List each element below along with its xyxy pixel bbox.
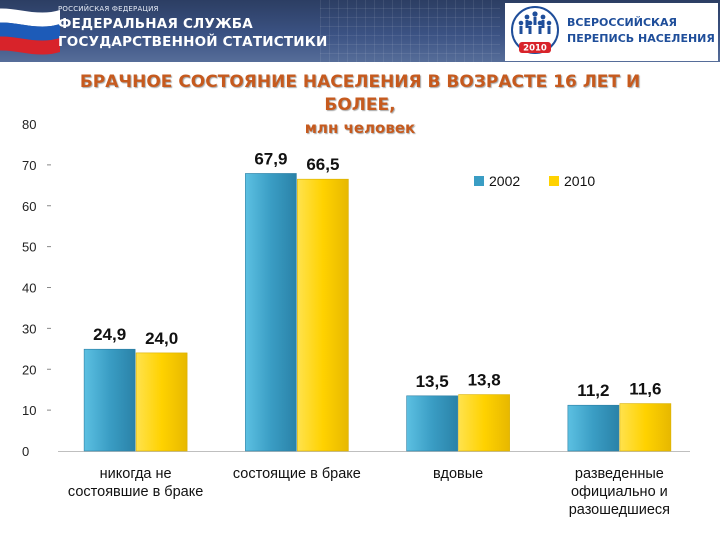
category-label: никогда не	[100, 466, 172, 482]
census-people-logo-icon: 2010	[511, 6, 559, 54]
y-tick-label: 80	[22, 117, 36, 132]
data-label: 66,5	[306, 155, 339, 174]
bar-2002-3	[567, 404, 620, 452]
data-label: 11,2	[577, 381, 609, 400]
legend-label-2002: 2002	[489, 173, 520, 189]
header-banner: РОССИЙСКАЯ ФЕДЕРАЦИЯ ФЕДЕРАЛЬНАЯ СЛУЖБА …	[0, 0, 720, 62]
legend-label-2010: 2010	[564, 173, 595, 189]
agency-name-line2: ГОСУДАРСТВЕННОЙ СТАТИСТИКИ	[58, 34, 328, 50]
census-logo-block: 2010 ВСЕРОССИЙСКАЯ ПЕРЕПИСЬ НАСЕЛЕНИЯ	[505, 3, 718, 61]
bar-2010-3	[619, 403, 672, 452]
category-label: состоявшие в браке	[68, 484, 203, 500]
category-label: состоящие в браке	[233, 466, 361, 482]
data-label: 13,8	[468, 371, 501, 390]
y-tick-label: 10	[22, 403, 36, 418]
data-label: 24,9	[93, 325, 126, 344]
bar-2010-1	[297, 178, 349, 452]
census-title-line1: ВСЕРОССИЙСКАЯ	[567, 16, 677, 29]
category-label: разведенные	[575, 466, 664, 482]
bar-2002-1	[245, 173, 297, 452]
category-label: разошедшиеся	[569, 502, 670, 518]
data-label: 13,5	[416, 372, 449, 391]
y-tick-label: 60	[22, 199, 36, 214]
federation-caption: РОССИЙСКАЯ ФЕДЕРАЦИЯ	[58, 5, 159, 13]
y-tick-label: 20	[22, 362, 36, 377]
data-label: 11,6	[629, 380, 661, 399]
y-tick-label: 70	[22, 158, 36, 173]
header-grid-pattern	[320, 0, 500, 62]
y-tick-label: 50	[22, 240, 36, 255]
bar-2010-2	[458, 394, 510, 452]
legend-swatch-2002	[474, 176, 484, 186]
data-label: 67,9	[254, 149, 287, 168]
agency-name-line1: ФЕДЕРАЛЬНАЯ СЛУЖБА	[58, 16, 253, 32]
chart-title-line1: БРАЧНОЕ СОСТОЯНИЕ НАСЕЛЕНИЯ В ВОЗРАСТЕ 1…	[79, 72, 641, 92]
census-year-label: 2010	[523, 44, 547, 54]
bar-2010-0	[135, 352, 188, 452]
chart-title-units: млн человек	[304, 119, 416, 137]
data-label: 24,0	[145, 329, 178, 348]
chart-title-line2: БОЛЕЕ,	[324, 95, 396, 115]
bar-2002-0	[83, 348, 136, 452]
y-tick-label: 40	[22, 281, 36, 296]
census-title-line2: ПЕРЕПИСЬ НАСЕЛЕНИЯ	[567, 32, 715, 45]
russian-flag-icon	[0, 8, 60, 55]
legend-swatch-2010	[549, 176, 559, 186]
bar-2002-2	[406, 395, 458, 452]
category-label: вдовые	[433, 466, 483, 482]
y-tick-label: 0	[22, 444, 29, 459]
category-label: официально и	[571, 484, 668, 500]
y-tick-label: 30	[22, 321, 36, 336]
